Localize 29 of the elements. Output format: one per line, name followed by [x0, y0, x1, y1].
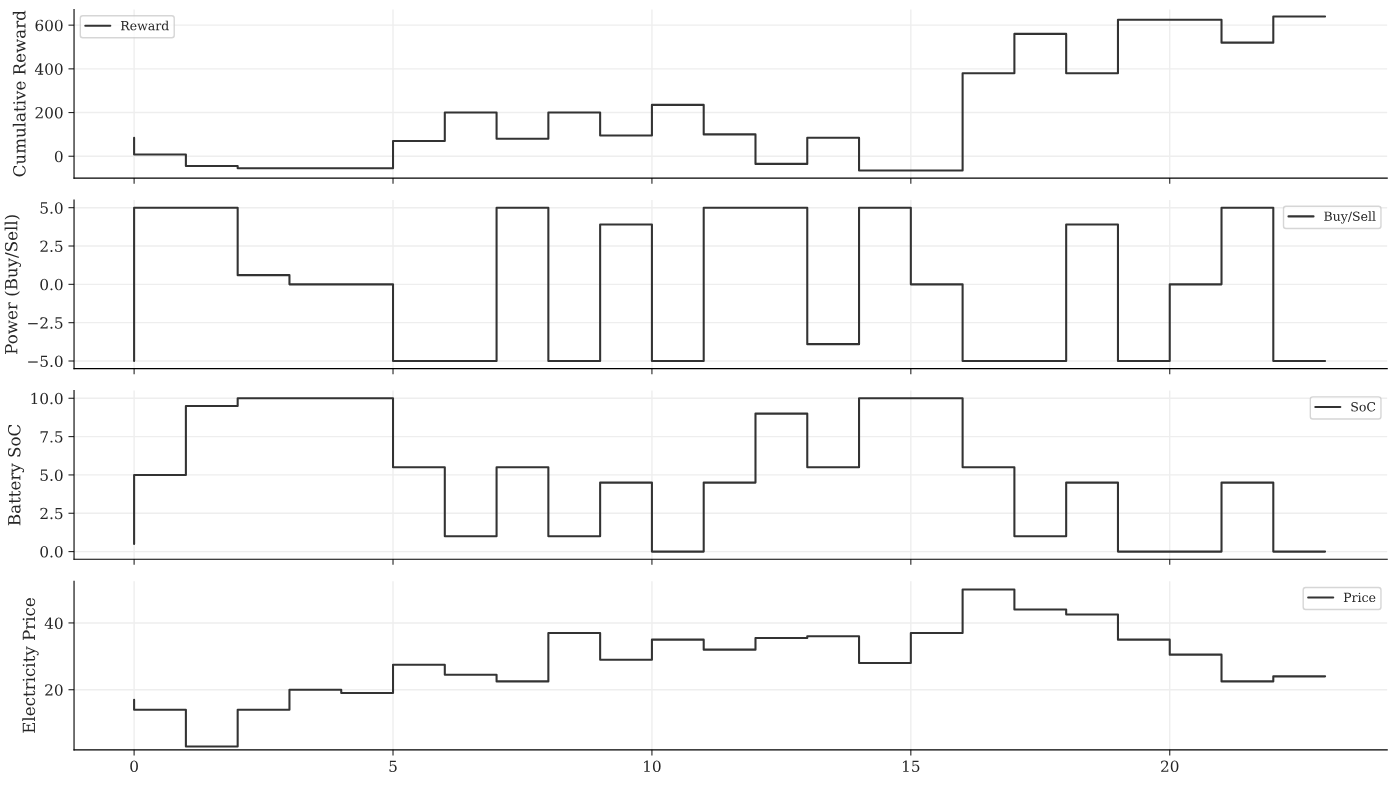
y-tick-label: 400	[34, 63, 63, 75]
y-tick-label: 0.0	[40, 278, 63, 291]
y-tick-label: 5.0	[40, 469, 63, 481]
y-tick-label: 200	[35, 107, 63, 119]
legend-label: Buy/Sell	[1324, 211, 1376, 224]
y-tick-label: 40	[44, 617, 63, 629]
legend-label: Price	[1343, 592, 1376, 603]
y-tick-label: −5.0	[28, 355, 63, 368]
y-axis-title: Cumulative Reward	[12, 10, 26, 177]
x-tick-label: 10	[644, 760, 661, 773]
y-tick-label: 0.0	[40, 546, 63, 558]
y-tick-label: 600	[35, 19, 63, 32]
y-axis-title: Power (Buy/Sell)	[4, 215, 21, 354]
y-axis-title: Battery SoC	[7, 424, 25, 526]
y-tick-label: 10.0	[31, 392, 63, 405]
y-axis-title: Electricity Price	[22, 598, 39, 733]
y-tick-label: 7.5	[40, 431, 63, 443]
y-tick-label: 0	[54, 150, 63, 163]
x-tick-label: 15	[902, 760, 920, 773]
y-tick-label: 20	[45, 684, 63, 696]
y-tick-label: 2.5	[40, 240, 63, 253]
x-tick-label: 20	[1161, 760, 1179, 773]
legend-label: SoC	[1351, 402, 1376, 412]
y-tick-label: 2.5	[40, 507, 63, 520]
y-tick-label: −2.5	[28, 317, 63, 329]
x-tick-label: 5	[389, 760, 397, 773]
legend-label: Reward	[120, 20, 169, 31]
x-tick-label: 0	[130, 760, 138, 773]
y-tick-label: 5.0	[40, 202, 63, 214]
